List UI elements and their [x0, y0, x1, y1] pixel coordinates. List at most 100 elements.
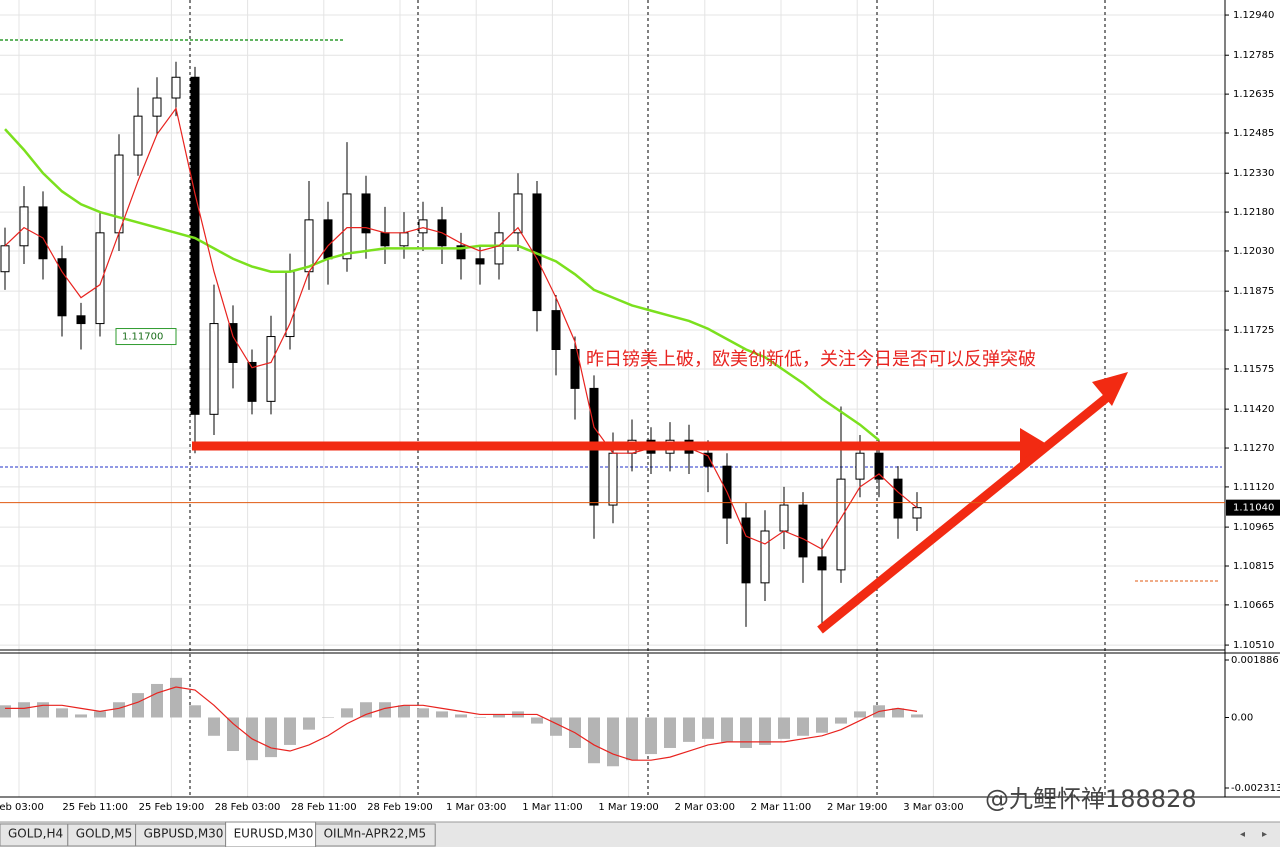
- candle-body: [760, 530, 770, 584]
- macd-bar: [341, 708, 353, 718]
- macd-bar: [398, 705, 410, 718]
- macd-bar: [892, 708, 904, 718]
- watermark: @九鲤怀禅188828: [985, 785, 1197, 813]
- candle-body: [703, 452, 713, 467]
- candle-body: [779, 504, 789, 532]
- macd-bar: [75, 714, 87, 718]
- macd-bar: [322, 717, 334, 718]
- macd-bar: [0, 705, 11, 718]
- x-tick-label: 28 Feb 03:00: [215, 802, 281, 813]
- y-tick-label: 1.10815: [1233, 561, 1274, 572]
- candle-body: [19, 206, 29, 247]
- macd-bar: [455, 714, 467, 718]
- candle-body: [342, 193, 352, 260]
- y-tick-label: 1.11420: [1233, 404, 1274, 415]
- candle-body: [475, 258, 485, 265]
- macd-bar: [436, 711, 448, 718]
- candle-body: [874, 452, 884, 480]
- annotation: 昨日镑美上破，欧美创新低，关注今日是否可以反弹突破: [586, 349, 1036, 370]
- x-tick-label: 2 Mar 03:00: [675, 802, 735, 813]
- macd-bar: [645, 717, 657, 755]
- macd-bar: [132, 693, 144, 718]
- candle-body: [171, 76, 181, 99]
- candle-body: [741, 517, 751, 584]
- y-tick-label: 1.12635: [1233, 89, 1274, 100]
- macd-bar: [797, 717, 809, 736]
- tab[interactable]: [315, 823, 436, 847]
- candle-body: [551, 310, 561, 351]
- macd-bar: [303, 717, 315, 730]
- macd-bar: [664, 717, 676, 748]
- macd-bar: [531, 717, 543, 724]
- macd-tick-label: 0.001886: [1231, 655, 1279, 666]
- y-tick-label: 1.12785: [1233, 50, 1274, 61]
- macd-bar: [759, 717, 771, 745]
- y-tick-label: 1.11875: [1233, 286, 1274, 297]
- macd-bar: [151, 683, 163, 718]
- macd-bar: [379, 702, 391, 718]
- macd-bar: [94, 711, 106, 718]
- tab-label[interactable]: GBPUSD,M30: [144, 827, 224, 841]
- x-tick-label: 25 Feb 11:00: [62, 802, 128, 813]
- candle-body: [855, 452, 865, 480]
- candle-body: [570, 349, 580, 389]
- candle-body: [817, 556, 827, 571]
- macd-tick-label: 0.00: [1231, 712, 1253, 723]
- candle-body: [95, 232, 105, 325]
- macd-bar: [284, 717, 296, 745]
- tab-label[interactable]: OILMn-APR22,M5: [324, 827, 427, 841]
- macd-bar: [816, 717, 828, 733]
- y-tick-label: 1.11270: [1233, 443, 1274, 454]
- scroll-left[interactable]: ◂: [1240, 829, 1245, 840]
- macd-bar: [417, 708, 429, 718]
- macd-signal: [5, 686, 918, 761]
- candle-body: [608, 452, 618, 506]
- arrow-diagonal: [817, 391, 1113, 634]
- level-label-box: [115, 328, 177, 346]
- y-tick-label: 1.12180: [1233, 207, 1274, 218]
- x-tick-label: 3 Mar 03:00: [903, 802, 963, 813]
- macd-bar: [740, 717, 752, 748]
- macd-bar: [835, 717, 847, 724]
- macd-bar: [227, 717, 239, 752]
- x-tick-label: Feb 03:00: [0, 802, 44, 813]
- candle-body: [228, 323, 238, 363]
- candle-body: [209, 323, 219, 415]
- level-label: 1.11700: [122, 332, 163, 343]
- macd-bar: [607, 717, 619, 767]
- tab-label[interactable]: EURUSD,M30: [234, 827, 314, 841]
- macd-bar: [911, 714, 923, 718]
- macd-bar: [778, 717, 790, 739]
- scroll-right[interactable]: ▸: [1262, 829, 1267, 840]
- macd-bar: [550, 717, 562, 736]
- tab-label[interactable]: GOLD,M5: [76, 827, 132, 841]
- candle-body: [76, 315, 86, 325]
- candle-body: [152, 97, 162, 117]
- macd-bar: [113, 702, 125, 718]
- moving-average: [4, 128, 880, 442]
- y-tick-label: 1.12940: [1233, 10, 1274, 21]
- x-tick-label: 28 Feb 11:00: [291, 802, 357, 813]
- candle-body: [893, 478, 903, 519]
- candle-body: [0, 245, 10, 273]
- candle-body: [133, 115, 143, 156]
- macd-bar: [683, 717, 695, 742]
- macd-bar: [474, 717, 486, 718]
- candle-body: [798, 504, 808, 558]
- macd-bar: [170, 677, 182, 718]
- tab[interactable]: [225, 821, 317, 847]
- macd-bar: [854, 711, 866, 718]
- macd-bar: [626, 717, 638, 761]
- candle-body: [912, 507, 922, 519]
- x-tick-label: 1 Mar 03:00: [446, 802, 506, 813]
- candle-body: [285, 271, 295, 338]
- macd-bar: [588, 717, 600, 764]
- candle-body: [418, 219, 428, 234]
- tab-label[interactable]: GOLD,H4: [8, 827, 63, 841]
- candle-body: [38, 206, 48, 260]
- x-tick-label: 1 Mar 11:00: [522, 802, 582, 813]
- y-tick-label: 1.10965: [1233, 522, 1274, 533]
- candle-body: [304, 219, 314, 273]
- candle-body: [836, 478, 846, 571]
